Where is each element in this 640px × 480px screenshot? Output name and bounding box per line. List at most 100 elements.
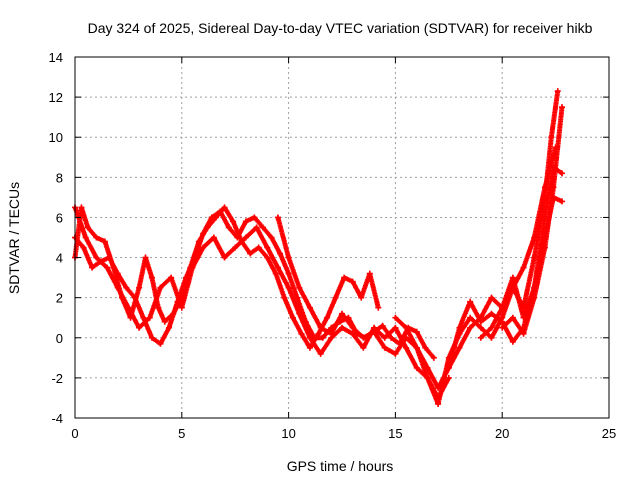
x-tick-label: 25 [602,426,616,441]
data-point [200,244,207,251]
data-point [242,218,249,225]
data-point [274,214,281,221]
data-point [161,318,168,325]
data-point [520,314,527,321]
data-point [403,344,410,351]
data-point [435,400,442,407]
data-point [381,344,388,351]
x-axis-label: GPS time / hours [287,458,394,474]
data-point [381,334,388,341]
data-point [488,310,495,317]
data-point [467,314,474,321]
data-point [388,334,395,341]
data-point [289,314,296,321]
data-point [499,318,506,325]
data-point [89,264,96,271]
y-tick-label: 6 [56,210,63,225]
tick-labels: 0 5 10 15 20 25 -4 -2 0 2 4 6 8 10 12 14 [49,50,617,441]
data-point [221,204,228,211]
data-point [157,340,164,347]
data-point [178,304,185,311]
data-point [285,270,292,277]
data-point [424,374,431,381]
data-point [375,304,382,311]
data-point [296,310,303,317]
data-point [488,334,495,341]
data-point [125,304,132,311]
data-point [234,234,241,241]
data-point [274,264,281,271]
data-point [298,330,305,337]
data-point [349,278,356,285]
data-point [445,374,452,381]
series-track-7 [477,164,566,341]
x-tick-label: 15 [388,426,402,441]
data-point [136,284,143,291]
data-point [285,284,292,291]
data-point [550,184,557,191]
data-point [210,234,217,241]
data-point [488,324,495,331]
data-point [317,324,324,331]
data-point [392,350,399,357]
data-point [360,334,367,341]
y-tick-label: 10 [49,130,63,145]
data-point [306,304,313,311]
data-point [541,244,548,251]
data-point [499,304,506,311]
data-point [456,324,463,331]
y-tick-label: 0 [56,331,63,346]
data-point [78,204,85,211]
chart-title: Day 324 of 2025, Sidereal Day-to-day VTE… [88,20,593,36]
data-point [189,264,196,271]
data-point [520,264,527,271]
data-point [146,314,153,321]
data-point [319,334,326,341]
data-point [136,324,143,331]
data-point [392,324,399,331]
data-point [456,344,463,351]
data-point [264,254,271,261]
data-point [155,304,162,311]
y-tick-label: 14 [49,50,63,65]
data-point [499,324,506,331]
y-tick-label: 12 [49,90,63,105]
x-tick-label: 10 [281,426,295,441]
data-point [242,234,249,241]
data-point [422,344,429,351]
y-tick-label: -2 [51,371,63,386]
data-point [168,274,175,281]
data-point [106,254,113,261]
data-point [341,274,348,281]
y-tick-label: 2 [56,291,63,306]
data-point [296,284,303,291]
data-point [93,234,100,241]
data-point [183,274,190,281]
data-point [268,234,275,241]
data-point [403,324,410,331]
data-point [277,250,284,257]
data-point [317,350,324,357]
y-axis-label: SDTVAR / TECUs [6,182,22,294]
data-point [200,230,207,237]
data-point [554,88,561,95]
data-point [358,294,365,301]
data-point [80,244,87,251]
data-point [349,330,356,337]
data-point [259,224,266,231]
data-point [82,234,89,241]
data-point [467,298,474,305]
data-point [332,294,339,301]
data-point [272,270,279,277]
x-tick-label: 20 [495,426,509,441]
data-point [509,274,516,281]
data-point [157,284,164,291]
data-point [264,244,271,251]
tick-marks [74,56,610,419]
plot-frame [74,56,610,419]
data-point [324,314,331,321]
data-point [328,330,335,337]
data-point [445,364,452,371]
data-point [148,334,155,341]
